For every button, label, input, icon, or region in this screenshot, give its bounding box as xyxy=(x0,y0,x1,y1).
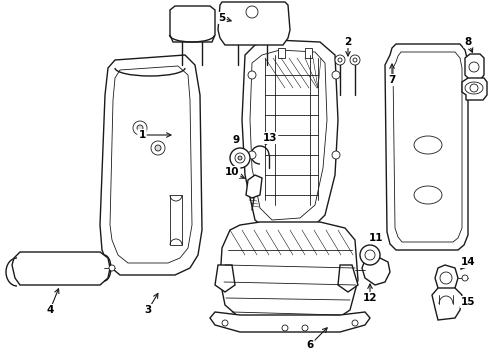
Text: 14: 14 xyxy=(461,257,475,267)
Polygon shape xyxy=(278,48,285,58)
Circle shape xyxy=(238,156,242,160)
Ellipse shape xyxy=(414,186,442,204)
Circle shape xyxy=(350,55,360,65)
Polygon shape xyxy=(220,222,358,325)
Circle shape xyxy=(151,141,165,155)
Text: 3: 3 xyxy=(145,305,151,315)
Polygon shape xyxy=(100,55,202,275)
Circle shape xyxy=(137,125,143,131)
Circle shape xyxy=(352,320,358,326)
Polygon shape xyxy=(170,6,215,42)
Circle shape xyxy=(246,6,258,18)
Circle shape xyxy=(235,153,245,163)
Polygon shape xyxy=(246,175,262,198)
Polygon shape xyxy=(110,66,192,263)
Polygon shape xyxy=(218,2,290,45)
Polygon shape xyxy=(338,265,358,292)
Text: 2: 2 xyxy=(344,37,352,47)
Circle shape xyxy=(155,145,161,151)
Text: 9: 9 xyxy=(232,135,240,145)
Circle shape xyxy=(469,62,479,72)
Circle shape xyxy=(338,58,342,62)
Polygon shape xyxy=(435,265,458,292)
Polygon shape xyxy=(210,312,370,332)
Text: 10: 10 xyxy=(225,167,239,177)
Ellipse shape xyxy=(414,136,442,154)
Polygon shape xyxy=(250,50,327,220)
Circle shape xyxy=(360,245,380,265)
Text: 5: 5 xyxy=(219,13,225,23)
Circle shape xyxy=(332,71,340,79)
Polygon shape xyxy=(215,265,235,292)
Circle shape xyxy=(470,84,478,92)
Circle shape xyxy=(440,272,452,284)
Polygon shape xyxy=(432,288,462,320)
Polygon shape xyxy=(385,44,468,250)
Text: 12: 12 xyxy=(363,293,377,303)
Text: 4: 4 xyxy=(47,305,54,315)
Text: 15: 15 xyxy=(461,297,475,307)
Polygon shape xyxy=(362,258,390,285)
Circle shape xyxy=(248,71,256,79)
Polygon shape xyxy=(393,52,462,242)
Circle shape xyxy=(302,325,308,331)
Circle shape xyxy=(335,55,345,65)
Polygon shape xyxy=(12,252,110,285)
Text: 6: 6 xyxy=(306,340,314,350)
Polygon shape xyxy=(465,54,484,80)
Circle shape xyxy=(282,325,288,331)
Circle shape xyxy=(353,58,357,62)
Text: 13: 13 xyxy=(263,133,277,143)
Circle shape xyxy=(365,250,375,260)
Text: 11: 11 xyxy=(369,233,383,243)
Circle shape xyxy=(462,275,468,281)
Text: 1: 1 xyxy=(138,130,146,140)
Polygon shape xyxy=(462,78,487,100)
Circle shape xyxy=(248,151,256,159)
Circle shape xyxy=(109,265,115,271)
Circle shape xyxy=(332,151,340,159)
Polygon shape xyxy=(305,48,312,58)
Text: 7: 7 xyxy=(388,75,396,85)
Circle shape xyxy=(222,320,228,326)
Polygon shape xyxy=(242,40,338,232)
Polygon shape xyxy=(170,195,182,245)
Text: 8: 8 xyxy=(465,37,472,47)
Circle shape xyxy=(230,148,250,168)
Circle shape xyxy=(133,121,147,135)
